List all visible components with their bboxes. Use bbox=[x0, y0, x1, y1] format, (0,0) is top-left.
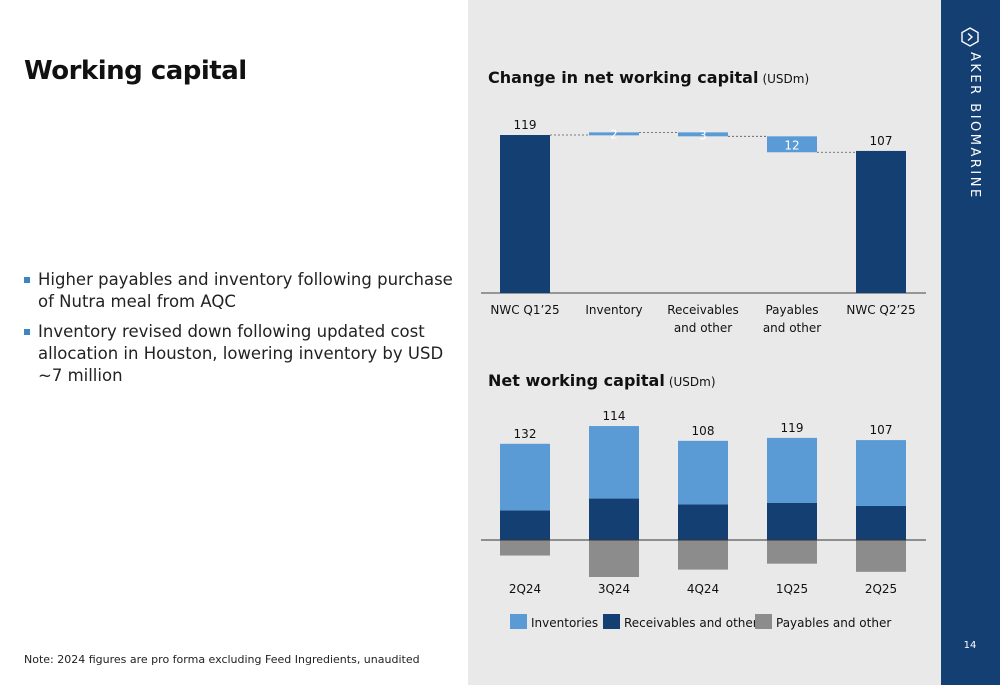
legend-label: Receivables and other bbox=[624, 616, 758, 630]
stacked-bar-payables bbox=[500, 540, 550, 556]
stacked-bar-payables bbox=[767, 540, 817, 564]
stacked-bar-inventories bbox=[856, 440, 906, 506]
stacked-bar-payables bbox=[678, 540, 728, 570]
waterfall-delta-bar bbox=[589, 132, 639, 136]
waterfall-delta-bar bbox=[767, 136, 817, 153]
waterfall-chart-title: Change in net working capital (USDm) bbox=[488, 68, 809, 87]
stacked-bar-payables bbox=[589, 540, 639, 577]
stacked-total-label: 114 bbox=[603, 409, 626, 423]
chart-panel: Change in net working capital (USDm) 119 2… bbox=[468, 0, 941, 685]
footnote: Note: 2024 figures are pro forma excludi… bbox=[24, 653, 420, 666]
stacked-bar-receivables bbox=[678, 504, 728, 540]
stacked-category-label: 3Q24 bbox=[598, 582, 630, 596]
bullet-square-icon bbox=[24, 329, 30, 335]
stacked-bar-inventories bbox=[500, 443, 550, 511]
stacked-total-label: 108 bbox=[692, 424, 715, 438]
waterfall-category-label: Inventory bbox=[585, 303, 642, 317]
waterfall-total-bar bbox=[856, 150, 906, 293]
bullet-square-icon bbox=[24, 277, 30, 283]
stacked-unit: (USDm) bbox=[668, 375, 716, 389]
bullet-text: Higher payables and inventory following … bbox=[38, 270, 453, 311]
brand-name: AKER BIOMARINE bbox=[967, 52, 982, 200]
waterfall-data-label: 3 bbox=[699, 128, 707, 142]
stacked-chart: 132 2Q24 114 3Q24 108 4Q24 119 1Q25 107 2Q25 Inven… bbox=[481, 409, 926, 630]
stacked-bar-receivables bbox=[589, 498, 639, 540]
stacked-bar-inventories bbox=[678, 440, 728, 505]
stacked-bar-payables bbox=[856, 540, 906, 572]
bullet-list: Higher payables and inventory following … bbox=[24, 269, 454, 395]
bullet-item: Inventory revised down following updated… bbox=[24, 321, 454, 387]
stacked-bar-receivables bbox=[856, 505, 906, 540]
legend-label: Payables and other bbox=[776, 616, 891, 630]
stacked-chart-title: Net working capital (USDm) bbox=[488, 371, 716, 390]
brand-sidebar bbox=[941, 0, 1000, 685]
stacked-title-text: Net working capital bbox=[488, 371, 665, 390]
page-number: 14 bbox=[963, 640, 977, 651]
left-panel: Working capital Higher payables and inve… bbox=[0, 0, 468, 685]
stacked-bar-inventories bbox=[589, 426, 639, 499]
waterfall-data-label: 107 bbox=[870, 134, 893, 148]
waterfall-data-label: 2 bbox=[610, 128, 618, 142]
stacked-total-label: 107 bbox=[870, 423, 893, 437]
waterfall-category-label: Payables and other bbox=[763, 303, 821, 335]
waterfall-unit: (USDm) bbox=[762, 72, 810, 86]
waterfall-category-label: Receivables and other bbox=[667, 303, 739, 335]
waterfall-data-label: 12 bbox=[784, 138, 799, 152]
bullet-item: Higher payables and inventory following … bbox=[24, 269, 454, 313]
stacked-category-label: 2Q24 bbox=[509, 582, 541, 596]
stacked-total-label: 119 bbox=[781, 421, 804, 435]
waterfall-chart: 119 2 3 12 107 NWC Q1’25 Inventory Receivables a… bbox=[481, 118, 926, 335]
slide-title: Working capital bbox=[24, 56, 247, 86]
stacked-bar-receivables bbox=[767, 503, 817, 540]
stacked-total-label: 132 bbox=[514, 427, 537, 441]
stacked-category-label: 2Q25 bbox=[865, 582, 897, 596]
waterfall-category-label: NWC Q2’25 bbox=[846, 303, 915, 317]
legend-swatch bbox=[510, 614, 527, 629]
stacked-bar-inventories bbox=[767, 437, 817, 503]
waterfall-delta-bar bbox=[678, 132, 728, 137]
legend-swatch bbox=[603, 614, 620, 629]
bullet-text: Inventory revised down following updated… bbox=[38, 322, 444, 385]
legend-label: Inventories bbox=[531, 616, 598, 630]
waterfall-total-bar bbox=[500, 135, 550, 293]
waterfall-category-label: NWC Q1’25 bbox=[490, 303, 559, 317]
aker-logo-icon bbox=[961, 27, 979, 47]
legend-swatch bbox=[755, 614, 772, 629]
waterfall-title-text: Change in net working capital bbox=[488, 68, 759, 87]
stacked-category-label: 4Q24 bbox=[687, 582, 719, 596]
stacked-bar-receivables bbox=[500, 510, 550, 540]
stacked-category-label: 1Q25 bbox=[776, 582, 808, 596]
waterfall-data-label: 119 bbox=[514, 118, 537, 132]
